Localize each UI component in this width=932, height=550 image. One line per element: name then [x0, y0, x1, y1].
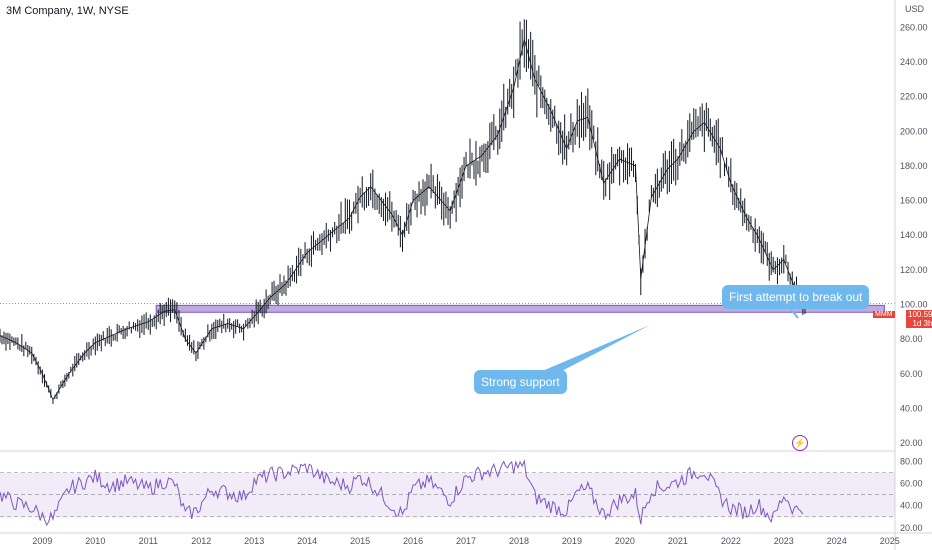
pointer-strong-support: [540, 325, 650, 372]
time-tick-label: 2019: [562, 536, 582, 546]
price-tick-label: 200.00: [900, 126, 928, 136]
price-tick-label: 260.00: [900, 22, 928, 32]
time-tick-label: 2016: [403, 536, 423, 546]
price-tick-label: 160.00: [900, 196, 928, 206]
price-tick-label: 140.00: [900, 230, 928, 240]
rsi-pane: 20.00 40.00 60.00 80.00: [0, 457, 923, 533]
price-tick-label: 60.00: [900, 369, 923, 379]
time-tick-label: 2025: [880, 536, 900, 546]
price-tick-label: 120.00: [900, 265, 928, 275]
currency-label: USD: [905, 4, 925, 14]
price-tick-label: 240.00: [900, 57, 928, 67]
rsi-line: [0, 459, 804, 527]
rsi-tick-label: 20.00: [900, 523, 923, 533]
time-tick-label: 2023: [774, 536, 794, 546]
rsi-tick-label: 60.00: [900, 479, 923, 489]
chart-title: 3M Company, 1W, NYSE: [6, 5, 129, 17]
time-tick-label: 2011: [139, 536, 158, 546]
bolt-icon[interactable]: ⚡: [792, 435, 808, 451]
time-tick-label: 2024: [827, 536, 847, 546]
price-tick-label: 40.00: [900, 403, 923, 413]
support-zone-layer: [0, 303, 895, 313]
time-tick-label: 2009: [32, 536, 52, 546]
bar-countdown: 1d 3h: [912, 319, 932, 328]
time-tick-label: 2021: [668, 536, 688, 546]
price-tick-label: 20.00: [900, 438, 923, 448]
price-line: [0, 39, 806, 401]
time-tick-label: 2018: [509, 536, 529, 546]
time-tick-label: 2014: [297, 536, 317, 546]
annotation-layer: [540, 307, 799, 372]
price-tick-label: 80.00: [900, 334, 923, 344]
symbol-tag: MMM: [873, 311, 895, 318]
time-tick-label: 2020: [615, 536, 635, 546]
rsi-tick-label: 80.00: [900, 457, 923, 467]
annotation-first-attempt[interactable]: First attempt to break out: [722, 285, 870, 309]
annotation-strong-support[interactable]: Strong support: [474, 370, 567, 394]
rsi-tick-label: 40.00: [900, 501, 923, 511]
time-tick-label: 2013: [244, 536, 264, 546]
last-price-value: 100.59: [908, 310, 932, 319]
pointer-first-attempt: [789, 307, 799, 319]
price-tick-label: 100.00: [900, 299, 928, 309]
price-tick-label: 180.00: [900, 161, 928, 171]
time-tick-label: 2010: [85, 536, 105, 546]
time-tick-label: 2015: [350, 536, 370, 546]
price-tick-label: 220.00: [900, 92, 928, 102]
price-series-layer: [0, 19, 806, 404]
time-tick-label: 2017: [456, 536, 476, 546]
support-zone: [155, 304, 885, 313]
time-tick-label: 2012: [191, 536, 211, 546]
last-price-tag: 100.59 1d 3h: [906, 310, 932, 328]
time-tick-label: 2022: [721, 536, 741, 546]
